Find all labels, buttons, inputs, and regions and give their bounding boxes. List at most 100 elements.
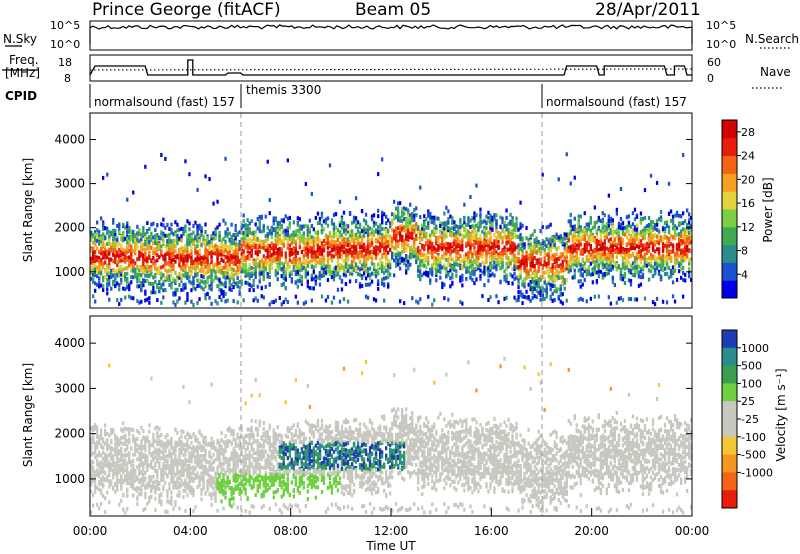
power-cell (266, 244, 269, 249)
power-cell (188, 254, 191, 259)
power-cell (362, 226, 366, 231)
power-cell (609, 267, 613, 272)
power-cell (451, 226, 454, 231)
power-cell (180, 287, 183, 292)
power-cell (461, 301, 464, 306)
power-cell (399, 230, 402, 235)
power-cell (447, 246, 450, 250)
power-cell (142, 242, 145, 247)
power-cell (583, 228, 586, 233)
power-cell (126, 240, 129, 245)
power-cell (385, 255, 388, 260)
power-cell (112, 233, 115, 238)
power-cell (559, 255, 562, 260)
power-cell (465, 252, 468, 257)
power-cell (104, 275, 107, 279)
power-cell (102, 250, 105, 255)
power-cell (184, 249, 187, 254)
power-cell (108, 261, 111, 266)
nsky-tick-top: 10^5 (50, 19, 80, 32)
power-cell (224, 230, 227, 235)
power-cell (377, 214, 380, 219)
power-cell (242, 219, 245, 224)
power-cell (168, 261, 171, 266)
power-cell (533, 282, 536, 287)
power-cell (511, 221, 514, 225)
power-cell (206, 255, 209, 260)
power-cell (338, 223, 342, 228)
power-cell (439, 234, 442, 239)
power-cell (198, 281, 201, 285)
power-cell (216, 267, 219, 272)
power-cell (483, 269, 486, 274)
power-cell (435, 278, 438, 283)
power-cell (527, 271, 530, 276)
power-cell (523, 265, 526, 270)
power-cell (242, 230, 245, 235)
power-cell (501, 257, 504, 261)
power-cell (110, 274, 113, 279)
power-cell (308, 286, 312, 290)
power-cell (140, 287, 143, 292)
power-cell (461, 239, 464, 243)
power-cell (260, 239, 263, 244)
power-cell (256, 236, 259, 241)
power-cell (551, 253, 554, 258)
power-cell (220, 281, 223, 286)
power-cell (377, 251, 380, 256)
power-cell (114, 252, 117, 257)
power-cell (457, 262, 460, 267)
power-cell (346, 299, 350, 304)
power-cell (567, 269, 570, 274)
power-cell (469, 264, 472, 269)
power-cell (258, 268, 261, 273)
power-cell (425, 272, 428, 277)
power-cell (449, 257, 452, 262)
power-cell (192, 302, 195, 307)
power-cell (517, 285, 520, 290)
power-cell (120, 280, 123, 285)
power-cell (110, 271, 113, 276)
power-cell (358, 242, 362, 247)
power-cell (296, 250, 300, 255)
power-cell (222, 271, 225, 275)
power-cell (170, 267, 173, 272)
power-cell (192, 265, 195, 270)
power-cell (383, 265, 386, 270)
power-cell (184, 300, 187, 305)
power-cell (234, 270, 237, 275)
power-cell (501, 229, 504, 233)
power-cell (192, 276, 195, 280)
power-cell (234, 223, 237, 228)
power-cell (515, 234, 518, 239)
power-cell (509, 246, 512, 251)
power-cell (314, 254, 318, 259)
power-cell (517, 294, 520, 299)
power-cell (292, 260, 296, 265)
power-cell (222, 218, 225, 223)
power-cell (118, 248, 121, 253)
power-cell (182, 287, 185, 292)
power-cell (166, 261, 169, 266)
power-cell (537, 267, 540, 271)
power-cell (379, 241, 382, 246)
power-cell (100, 271, 103, 276)
power-cell (130, 265, 133, 270)
power-cell (286, 236, 290, 241)
power-cell (168, 277, 171, 282)
power-cell (489, 295, 492, 300)
power-cell (401, 213, 404, 218)
power-cell (479, 276, 482, 281)
power-cell (210, 250, 213, 255)
power-cell (603, 213, 607, 218)
power-cell (338, 246, 342, 251)
power-cell (250, 244, 253, 249)
power-cell (90, 256, 93, 261)
power-cell (547, 267, 550, 272)
power-cell (140, 284, 143, 289)
power-cell (405, 234, 408, 239)
power-cell (461, 264, 464, 269)
power-cell (419, 297, 422, 302)
power-cell (186, 297, 189, 302)
power-cell (278, 237, 281, 242)
